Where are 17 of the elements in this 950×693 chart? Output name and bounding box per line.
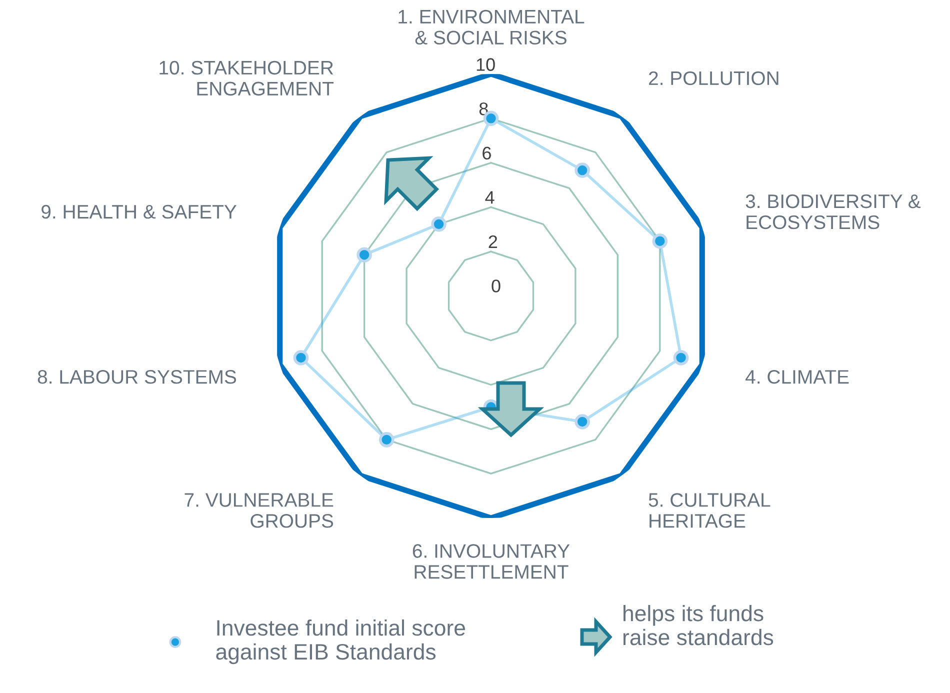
text: helps its funds raise standards bbox=[623, 605, 774, 646]
spoke-label: 8. LABOUR SYSTEMS bbox=[38, 370, 236, 384]
spoke-label: 6. INVOLUNTARY RESETTLEMENT bbox=[412, 544, 570, 579]
y-tick-label: 2 bbox=[488, 235, 498, 248]
spoke-label: 5. CULTURAL HERITAGE bbox=[648, 493, 770, 528]
y-tick-label: 6 bbox=[482, 146, 491, 160]
spoke-label: 9. HEALTH & SAFETY bbox=[42, 204, 237, 219]
spoke-label: 1. ENVIRONMENTAL & SOCIAL RISKS bbox=[398, 10, 584, 45]
y-tick-label: 10 bbox=[476, 58, 495, 71]
y-tick-label: 0 bbox=[492, 280, 500, 292]
y-tick-label: 4 bbox=[485, 191, 494, 204]
spoke-label: 7. VULNERABLE GROUPS bbox=[184, 493, 334, 528]
spoke-label: 10. STAKEHOLDER ENGAGEMENT bbox=[160, 60, 334, 96]
legend-label: Investee fund initial score against EIB Standards bbox=[216, 619, 465, 664]
spoke-label: 2. POLLUTION bbox=[649, 71, 778, 86]
spoke-label: 3. BIODIVERSITY & ECOSYSTEMS bbox=[746, 194, 921, 230]
spoke-label: 4. CLIMATE bbox=[746, 370, 849, 384]
